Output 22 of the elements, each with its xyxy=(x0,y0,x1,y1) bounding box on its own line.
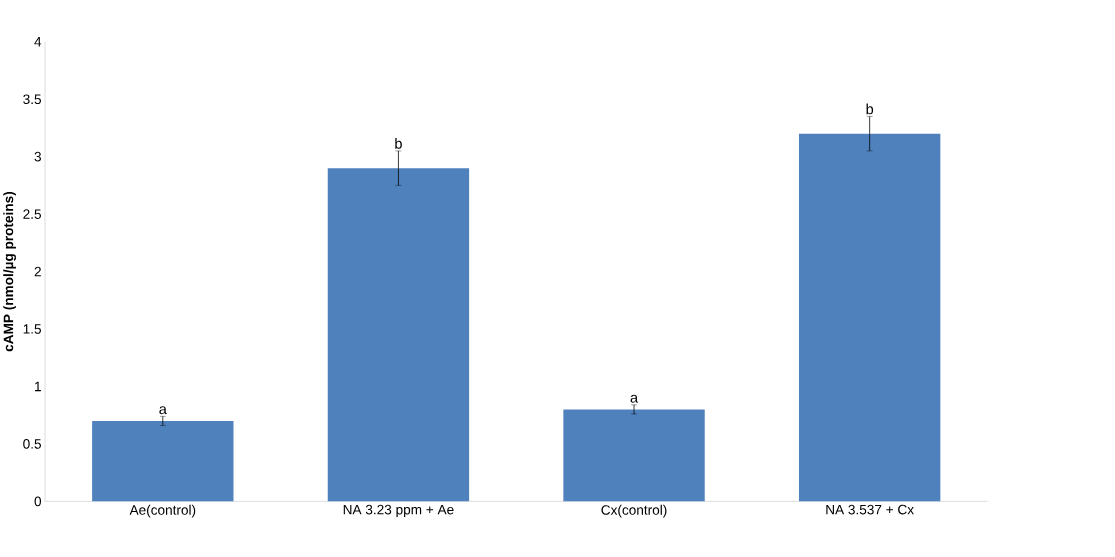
bar xyxy=(798,133,941,502)
x-tick-label: Ae(control) xyxy=(129,504,196,518)
x-tick-label: NA 3.537 + Cx xyxy=(826,504,914,515)
x-tick-label: NA 3.23 ppm + Ae xyxy=(343,504,454,518)
y-tick-label: 2.5 xyxy=(23,209,41,220)
y-tick-label: 3.5 xyxy=(23,94,41,105)
y-tick-label: 1 xyxy=(35,381,41,392)
annotation: b xyxy=(395,138,402,149)
y-tick-label: 4 xyxy=(34,37,42,47)
annotation: a xyxy=(159,406,167,415)
annotation: b xyxy=(866,103,874,115)
y-tick-label: 0.5 xyxy=(23,439,41,449)
y-tick-label: 0 xyxy=(34,496,42,507)
bar xyxy=(327,168,470,502)
annotation: a xyxy=(630,394,639,403)
y-tick-label: 2 xyxy=(34,266,41,277)
bar xyxy=(92,421,234,502)
y-axis-title: cAMP (nmol/µg proteins) xyxy=(3,192,16,352)
y-tick-label: 3 xyxy=(34,151,41,162)
y-tick-label: 1.5 xyxy=(23,324,41,334)
x-tick-label: Cx(control) xyxy=(601,504,667,518)
bar xyxy=(563,409,705,502)
